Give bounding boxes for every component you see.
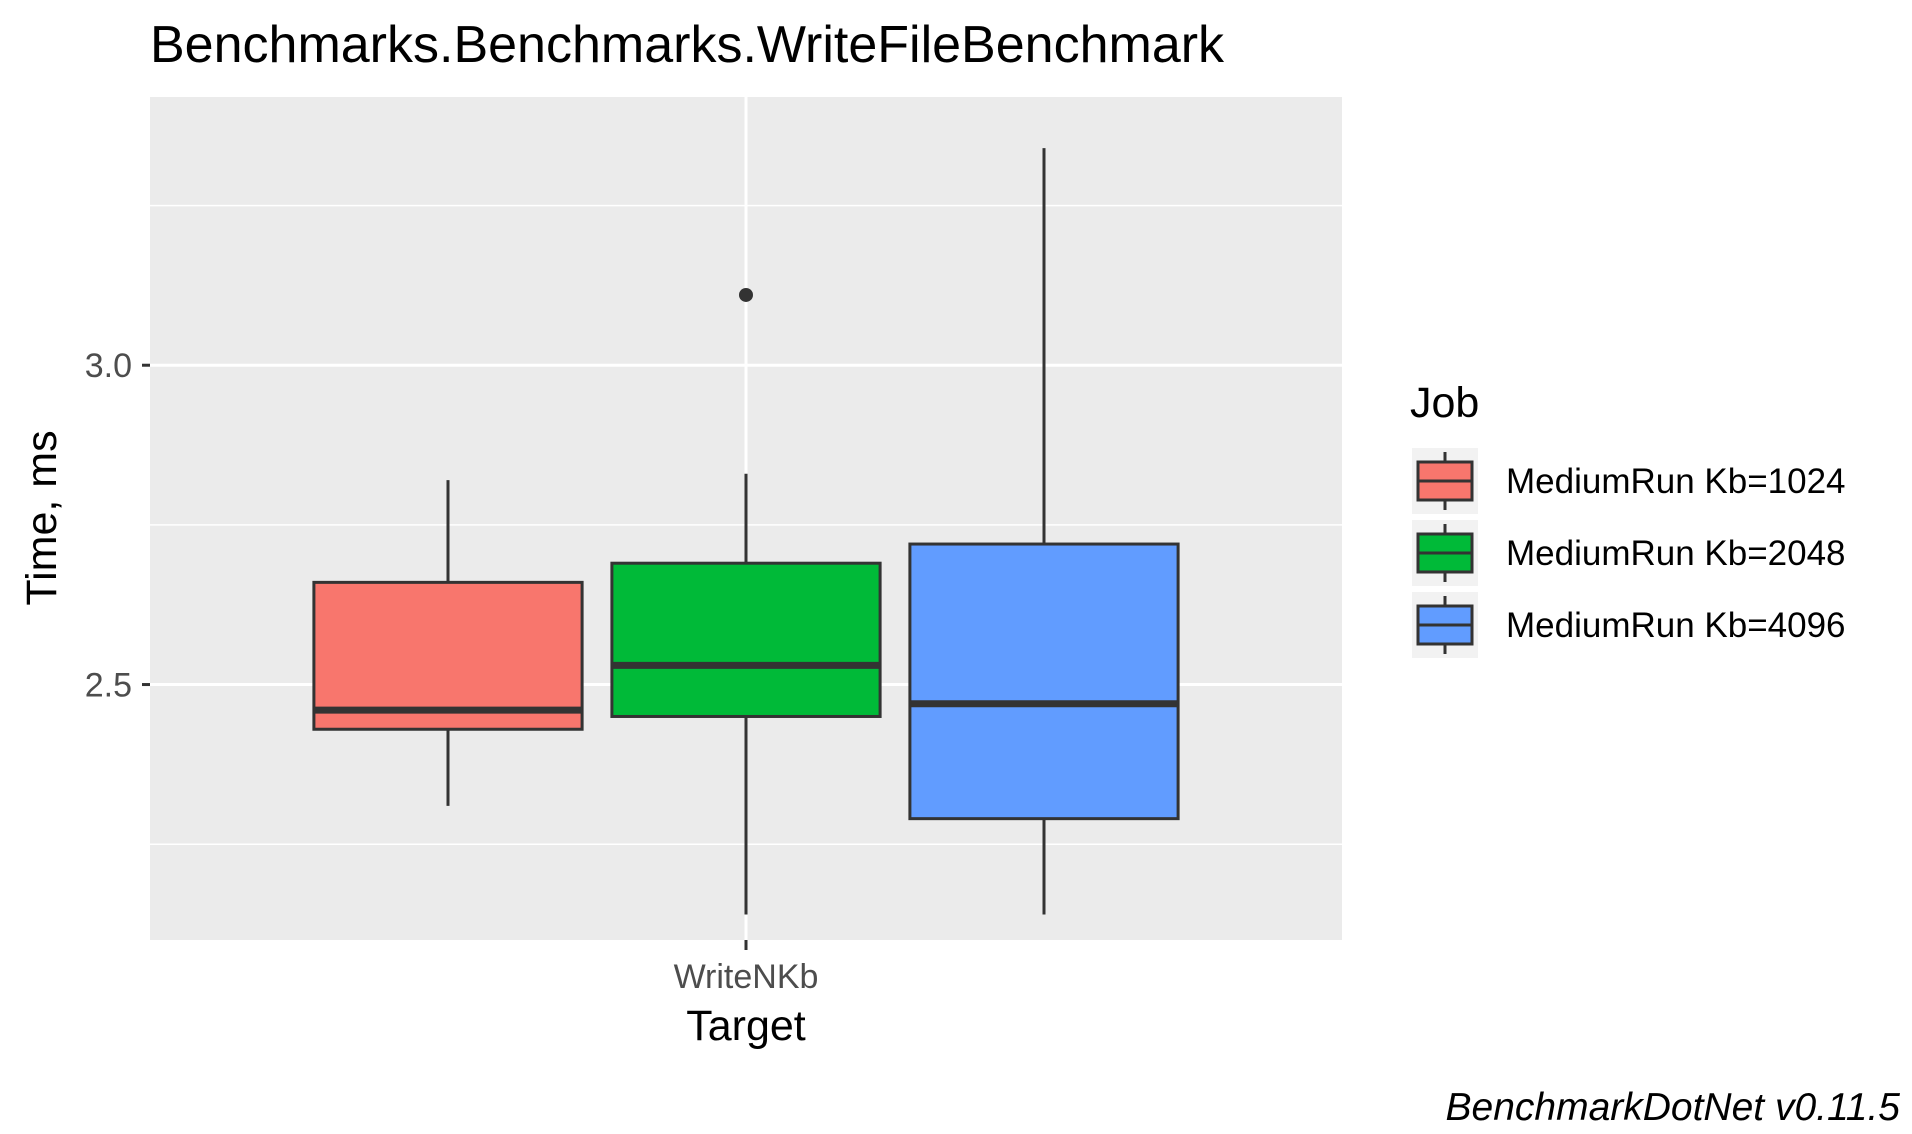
outlier-point bbox=[739, 287, 753, 302]
legend-item: MediumRun Kb=2048 bbox=[1412, 520, 1846, 586]
legend-title: Job bbox=[1410, 379, 1479, 427]
boxplot-1 bbox=[312, 480, 584, 806]
legend-label: MediumRun Kb=1024 bbox=[1506, 462, 1846, 501]
x-tick-label: WriteNKb bbox=[674, 958, 819, 996]
box bbox=[908, 542, 1180, 821]
legend-label: MediumRun Kb=4096 bbox=[1506, 606, 1846, 645]
x-axis: WriteNKb bbox=[674, 940, 819, 996]
legend-item: MediumRun Kb=1024 bbox=[1412, 448, 1846, 514]
chart-title: Benchmarks.Benchmarks.WriteFileBenchmark bbox=[150, 16, 1225, 74]
x-axis-title: Target bbox=[686, 1002, 806, 1050]
y-tick-label: 2.5 bbox=[85, 667, 132, 705]
boxplot-3 bbox=[908, 148, 1180, 915]
box bbox=[610, 561, 882, 718]
caption: BenchmarkDotNet v0.11.5 bbox=[1446, 1086, 1901, 1129]
y-tick-label: 3.0 bbox=[85, 347, 132, 385]
legend-label: MediumRun Kb=2048 bbox=[1506, 534, 1846, 573]
boxplots bbox=[312, 148, 1180, 915]
legend-item: MediumRun Kb=4096 bbox=[1412, 592, 1846, 658]
y-axis-title: Time, ms bbox=[18, 430, 66, 605]
legend: Job MediumRun Kb=1024 MediumRun Kb=2048 Me… bbox=[1410, 379, 1846, 658]
boxplot-2 bbox=[610, 287, 882, 915]
y-axis: 2.5 3.0 bbox=[85, 347, 150, 705]
box bbox=[312, 580, 584, 731]
